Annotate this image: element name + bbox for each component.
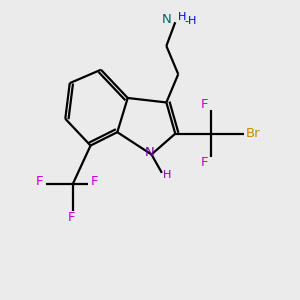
- Text: H: H: [178, 12, 186, 22]
- Text: F: F: [201, 98, 208, 111]
- Text: F: F: [68, 211, 75, 224]
- Text: N: N: [162, 13, 172, 26]
- Text: N: N: [145, 146, 155, 159]
- Text: F: F: [36, 175, 43, 188]
- Text: F: F: [90, 175, 98, 188]
- Text: H: H: [163, 170, 171, 180]
- Text: -H: -H: [185, 16, 197, 26]
- Text: Br: Br: [246, 127, 260, 140]
- Text: F: F: [201, 156, 208, 169]
